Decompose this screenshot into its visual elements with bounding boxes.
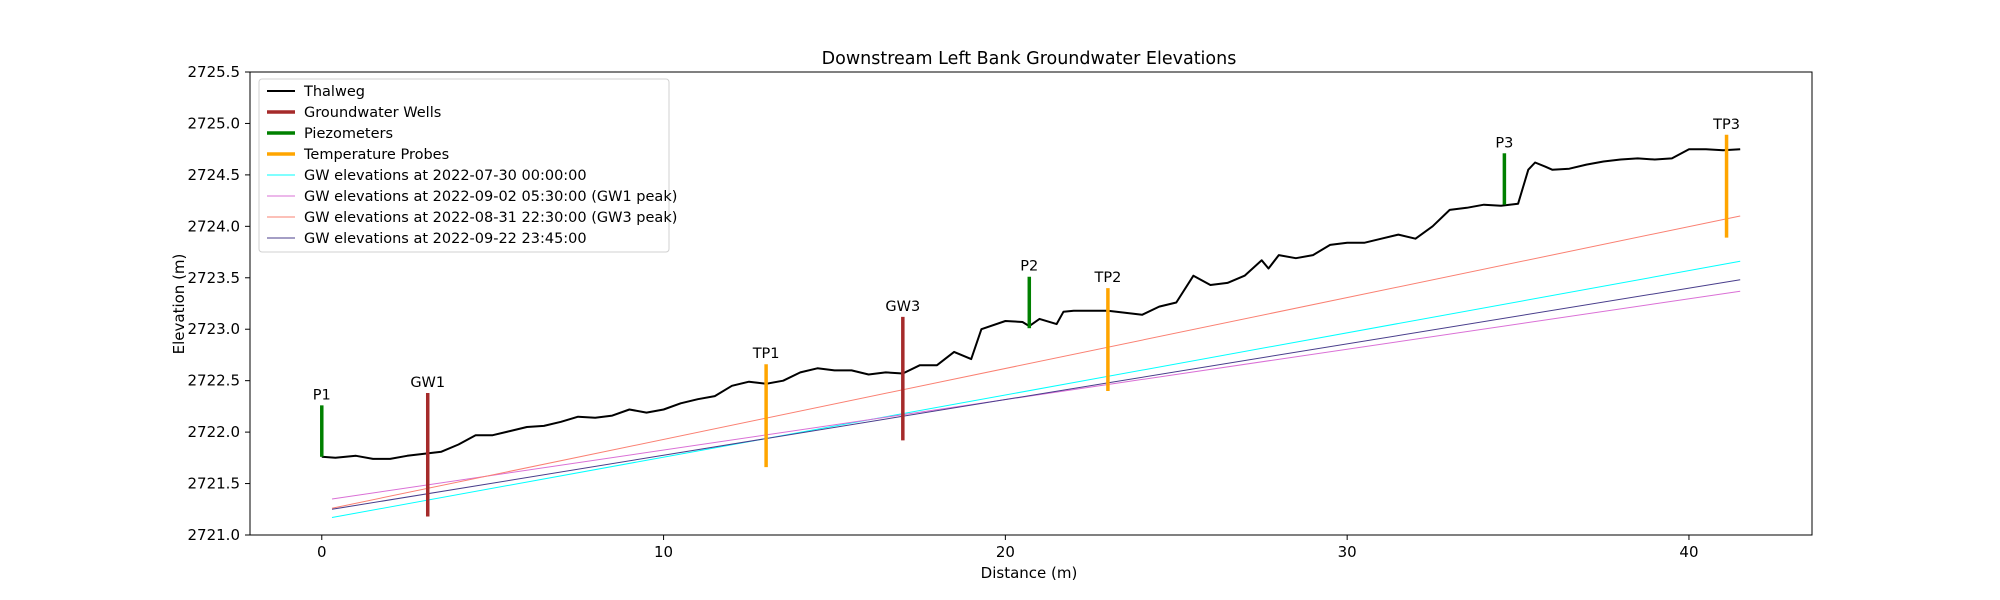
- y-tick-label: 2722.0: [188, 423, 241, 441]
- legend: Thalweg Groundwater Wells Piezometers Tempe…: [258, 78, 677, 253]
- gw-elevation-lines: [331, 215, 1741, 518]
- legend-label: GW elevations at 2022-07-30 00:00:00: [304, 168, 587, 184]
- plot-frame: [249, 71, 1813, 536]
- legend-label: Piezometers: [304, 126, 393, 142]
- x-tick-label: 40: [1679, 543, 1698, 561]
- instrument-label: P2: [1020, 259, 1038, 275]
- gw-line-1: [331, 290, 1741, 500]
- instrument-label: P1: [313, 387, 331, 403]
- instrument-label: TP1: [752, 346, 780, 362]
- y-tick-label: 2724.0: [188, 217, 241, 235]
- thalweg-line: [321, 148, 1741, 460]
- instrument-label: TP3: [1712, 117, 1740, 133]
- x-tick-label: 30: [1338, 543, 1357, 561]
- y-tick-label: 2722.5: [188, 372, 241, 390]
- instrument-label: GW3: [885, 299, 920, 315]
- instrument-label: GW1: [410, 375, 445, 391]
- y-tick-label: 2725.0: [188, 114, 241, 132]
- legend-label: GW elevations at 2022-09-22 23:45:00: [304, 231, 587, 247]
- y-tick-label: 2721.0: [188, 526, 241, 544]
- legend-box: [258, 78, 670, 253]
- thalweg-layer: [321, 148, 1741, 460]
- y-tick-label: 2723.5: [188, 269, 241, 287]
- x-tick-label: 20: [996, 543, 1015, 561]
- y-axis: 2721.0 2721.5 2722.0 2722.5 2723.0 2723.5 2724…: [188, 63, 250, 544]
- legend-label: GW elevations at 2022-09-02 05:30:00 (GW…: [304, 189, 677, 205]
- x-axis: 0 10 20 30 40: [317, 535, 1699, 561]
- y-tick-label: 2725.5: [188, 63, 241, 81]
- instrument-markers: P1 GW1 TP1 GW3 P2 TP2 P3 TP3: [313, 117, 1740, 517]
- y-tick-label: 2724.5: [188, 166, 241, 184]
- gw-line-3: [331, 279, 1741, 510]
- y-tick-label: 2721.5: [188, 475, 241, 493]
- legend-label: Thalweg: [303, 84, 365, 100]
- instrument-label: TP2: [1093, 270, 1121, 286]
- chart-title: Downstream Left Bank Groundwater Elevati…: [822, 49, 1237, 69]
- x-tick-label: 10: [654, 543, 673, 561]
- y-tick-label: 2723.0: [188, 320, 241, 338]
- instrument-label: P3: [1495, 135, 1513, 151]
- y-axis-label: Elevation (m): [170, 254, 188, 355]
- legend-label: Groundwater Wells: [304, 105, 441, 121]
- gw-line-0: [331, 260, 1741, 518]
- x-tick-label: 0: [317, 543, 327, 561]
- x-axis-label: Distance (m): [981, 564, 1078, 582]
- gw-line-2: [331, 215, 1741, 509]
- legend-label: Temperature Probes: [303, 147, 449, 163]
- legend-label: GW elevations at 2022-08-31 22:30:00 (GW…: [304, 210, 677, 226]
